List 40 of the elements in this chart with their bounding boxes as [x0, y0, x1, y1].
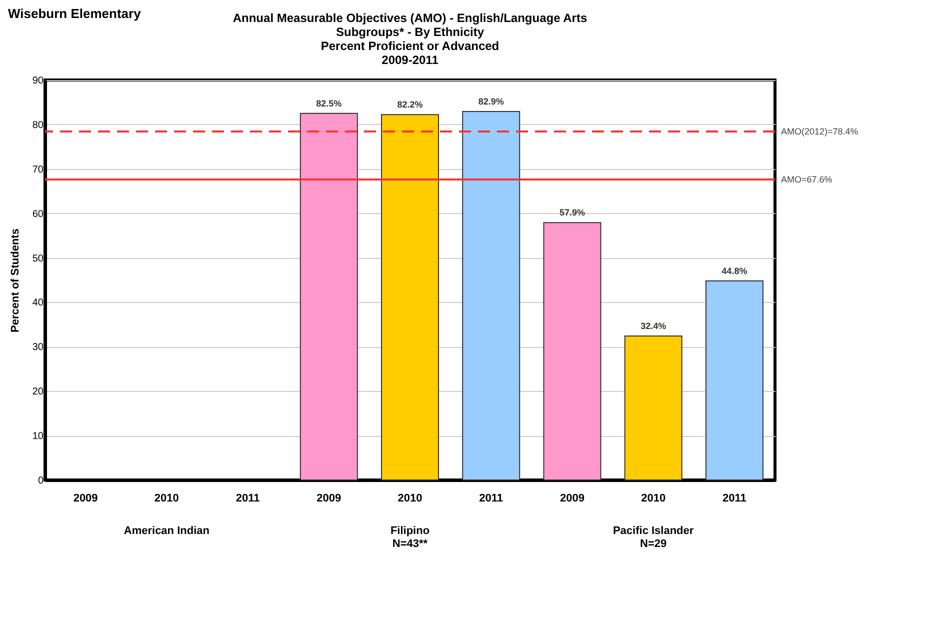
bar: [462, 111, 520, 480]
x-tick-label: 2010: [154, 492, 179, 504]
x-tick-label: 2009: [73, 492, 98, 504]
y-tick-label: 0: [38, 476, 44, 486]
bar: [381, 114, 439, 480]
text: American Indian: [124, 525, 210, 537]
y-tick-label: 90: [32, 76, 44, 86]
x-tick-label: 2009: [316, 492, 342, 504]
x-tick-label: 2010: [398, 492, 422, 504]
text: Filipino N=43**: [390, 525, 430, 550]
y-tick-label: 70: [32, 164, 44, 176]
y-tick-label: 50: [32, 253, 44, 264]
bar: [705, 280, 764, 480]
x-tick-label: 2011: [236, 492, 260, 504]
y-axis-title: Percent of Students: [9, 228, 22, 332]
x-tick-label: 2011: [479, 492, 504, 504]
data-label: 82.5%: [316, 98, 342, 108]
y-tick-label: 80: [32, 120, 44, 131]
y-tick-label: 20: [32, 386, 44, 398]
data-label: 32.4%: [640, 321, 666, 331]
x-tick-label: 2010: [641, 492, 666, 504]
y-tick-label: 40: [32, 298, 44, 309]
text: Pacific Islander N=29: [612, 525, 694, 550]
y-tick-label: 30: [32, 342, 44, 354]
data-label: 82.2%: [397, 100, 423, 110]
chart-subtitle: Subgroups* - By Ethnicity Percent Proficient or Advanced 2009-2011: [320, 25, 500, 67]
chart-title: Annual Measurable Objectives (AMO) - English/Language Arts: [232, 11, 588, 25]
data-label: 57.9%: [559, 208, 585, 218]
ref-line-label: AMO(2012)=78.4%: [781, 126, 858, 137]
y-tick-label: 10: [32, 431, 44, 442]
x-tick-label: 2011: [722, 492, 746, 504]
data-label: 44.8%: [722, 266, 748, 276]
y-tick-label: 60: [32, 208, 44, 220]
text: Wiseburn Elementary: [8, 6, 141, 21]
ref-line-label: AMO=67.6%: [781, 174, 832, 185]
x-tick-label: 2009: [560, 492, 584, 504]
bar: [624, 336, 682, 480]
data-label: 82.9%: [478, 96, 504, 107]
bar: [543, 222, 602, 480]
bar: [300, 112, 358, 480]
